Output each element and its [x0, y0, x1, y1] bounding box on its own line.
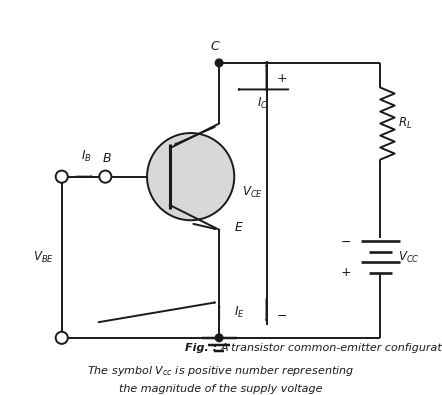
- Text: $I_B$: $I_B$: [81, 149, 91, 164]
- Circle shape: [56, 332, 68, 344]
- Text: $I_C$: $I_C$: [257, 96, 268, 111]
- Text: The symbol $V_{cc}$ is positive number representing: The symbol $V_{cc}$ is positive number r…: [88, 364, 354, 378]
- Text: $+$: $+$: [340, 267, 351, 279]
- Text: $I_E$: $I_E$: [233, 305, 244, 320]
- Text: Fig. :: Fig. :: [185, 344, 221, 354]
- Text: $C$: $C$: [210, 40, 221, 53]
- Text: $V_{CC}$: $V_{CC}$: [399, 250, 420, 265]
- Circle shape: [215, 59, 223, 67]
- Text: $V_{BE}$: $V_{BE}$: [33, 250, 54, 265]
- Text: $R_L$: $R_L$: [399, 116, 413, 131]
- Text: the magnitude of the supply voltage: the magnitude of the supply voltage: [119, 384, 323, 395]
- Text: $V_{CE}$: $V_{CE}$: [242, 185, 263, 200]
- Circle shape: [147, 133, 234, 220]
- Text: $+$: $+$: [276, 71, 287, 85]
- Text: $-$: $-$: [276, 308, 287, 322]
- Text: $E$: $E$: [234, 221, 244, 234]
- Circle shape: [56, 171, 68, 183]
- Circle shape: [99, 171, 111, 183]
- Text: $-$: $-$: [340, 235, 351, 248]
- Text: A transistor common-emitter configuration.: A transistor common-emitter configuratio…: [221, 344, 442, 354]
- Text: $B$: $B$: [103, 152, 112, 165]
- Circle shape: [215, 334, 223, 342]
